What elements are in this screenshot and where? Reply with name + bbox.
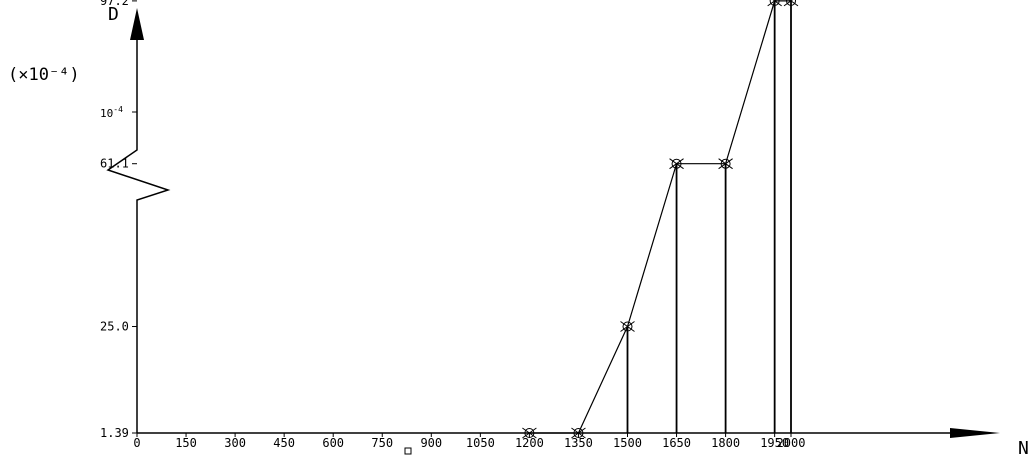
data-point-marker — [620, 321, 635, 332]
x-tick-label: 1650 — [662, 436, 691, 450]
axes — [106, 8, 1000, 438]
data-point-marker — [522, 427, 537, 439]
x-axis-label: N — [1018, 438, 1029, 459]
x-tick-label: 600 — [322, 436, 344, 450]
y-axis — [106, 30, 171, 433]
y-tick-label: 97.2 — [100, 0, 129, 8]
x-tick-label: 750 — [371, 436, 393, 450]
x-axis-arrow — [950, 428, 1000, 438]
x-tick-label: 300 — [224, 436, 246, 450]
y-ticks: 1.39 25.0 61.1 97.2 — [100, 0, 137, 440]
x-tick-label: 150 — [175, 436, 197, 450]
y-break-tick: 10-4 — [100, 105, 137, 120]
x-ticks: 0 150 300 450 600 750 900 1050 1200 1350 1500 1650 1… — [133, 433, 805, 450]
drop-lines — [626, 0, 792, 433]
series — [529, 0, 791, 434]
series-line — [529, 0, 791, 434]
y-tick-label: 1.39 — [100, 426, 129, 440]
y-axis-label: D — [108, 4, 119, 25]
data-point-marker — [571, 427, 586, 439]
y-break-tick-label: 10-4 — [100, 105, 123, 120]
y-axis-arrow — [130, 8, 144, 40]
x-tick-label: 1500 — [613, 436, 642, 450]
x-tick-label: 1350 — [564, 436, 593, 450]
data-point-marker — [718, 158, 733, 170]
y-tick-label: 61.1 — [100, 157, 129, 171]
x-tick-label: 450 — [273, 436, 295, 450]
y-axis-unit: (×10⁻⁴) — [8, 65, 80, 85]
x-tick-label: 1950 — [760, 436, 789, 450]
x-tick-label: 0 — [133, 436, 140, 450]
x-tick-label: 2000 — [777, 436, 806, 450]
data-point-marker — [669, 158, 684, 170]
data-point-marker — [783, 0, 799, 7]
y-break-tick-base: 10 — [100, 107, 113, 120]
markers — [522, 0, 799, 439]
x-tick-label: 1050 — [466, 436, 495, 450]
y-tick-label: 25.0 — [100, 320, 129, 334]
x-tick-label: 900 — [420, 436, 442, 450]
data-point-marker — [767, 0, 782, 7]
x-tick-label: 1800 — [711, 436, 740, 450]
small-square-mark — [404, 447, 412, 455]
y-break-tick-exp: -4 — [113, 105, 123, 114]
x-tick-label: 1200 — [515, 436, 544, 450]
